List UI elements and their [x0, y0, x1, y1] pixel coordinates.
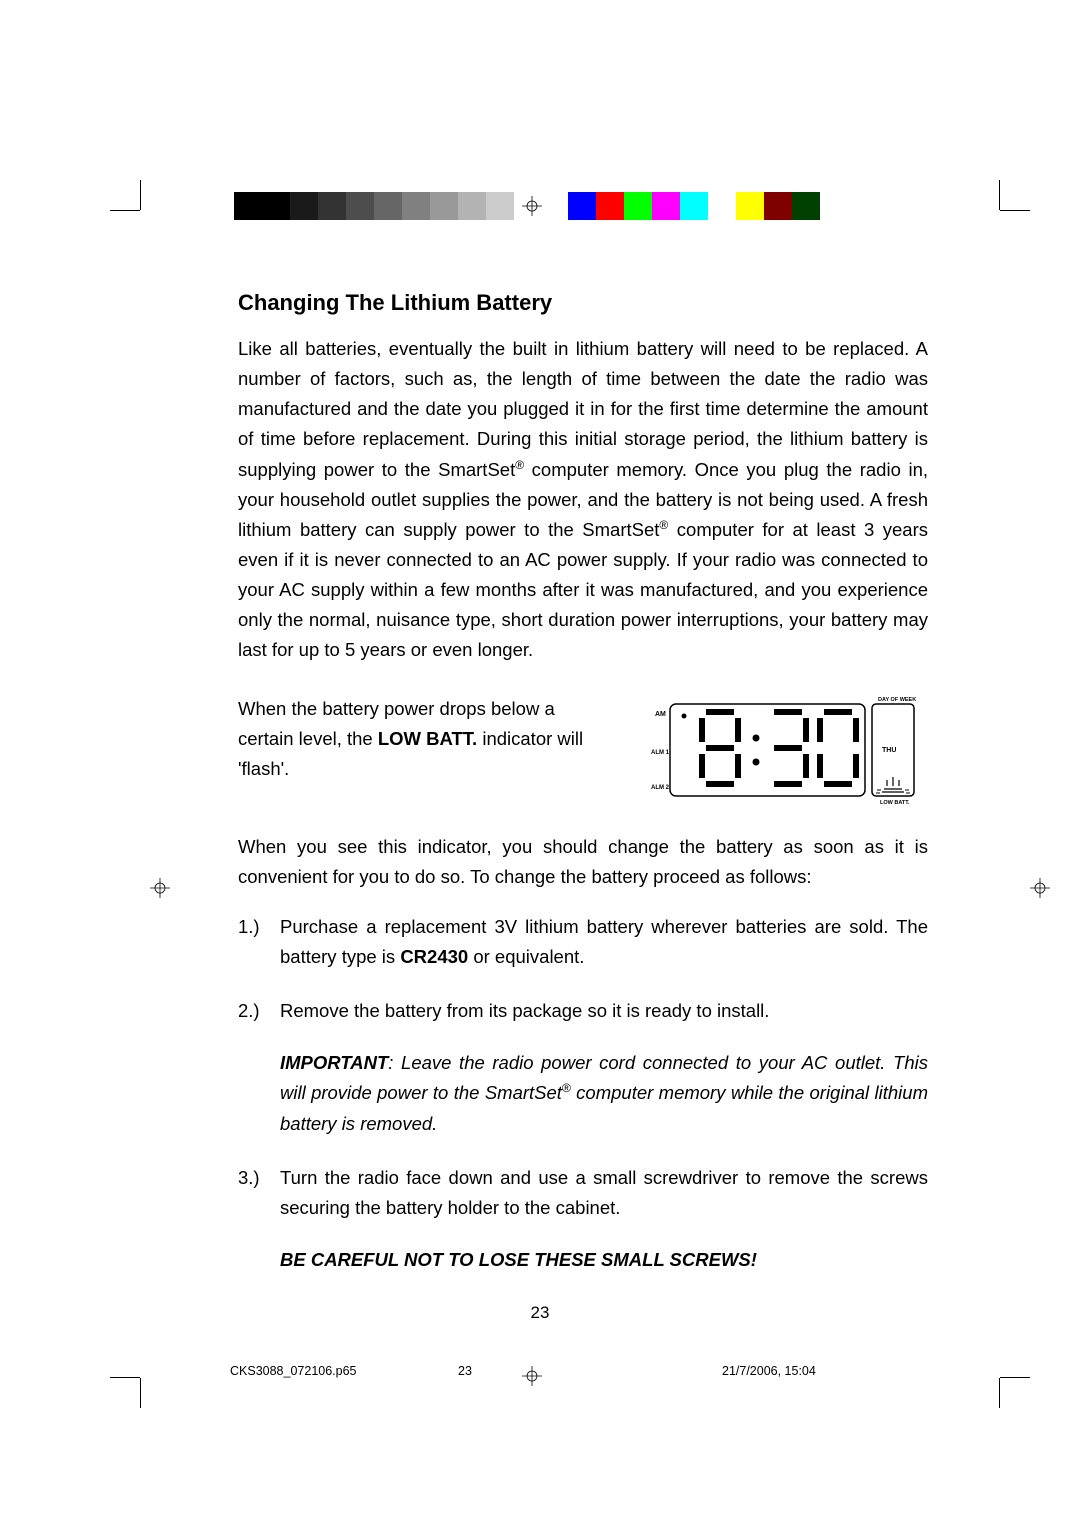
- low-batt-icon: [876, 777, 910, 793]
- registration-mark-icon: [150, 878, 170, 898]
- list-number: 1.): [238, 912, 280, 972]
- list-item: 3.) Turn the radio face down and use a s…: [238, 1163, 928, 1275]
- am-label: AM: [655, 711, 666, 718]
- low-batt-label: LOW BATT.: [378, 728, 477, 749]
- dow-value: THU: [882, 747, 896, 754]
- text: Remove the battery from its package so i…: [280, 996, 928, 1026]
- lcd-illustration: AM ALM 1 ALM 2: [630, 694, 928, 804]
- section-title: Changing The Lithium Battery: [238, 290, 928, 316]
- important-note: IMPORTANT: Leave the radio power cord co…: [280, 1048, 928, 1138]
- ordered-list: 1.) Purchase a replacement 3V lithium ba…: [238, 912, 928, 1275]
- text: or equivalent.: [468, 946, 584, 967]
- document-content: Changing The Lithium Battery Like all ba…: [238, 290, 928, 1299]
- registration-mark-icon: [1030, 878, 1050, 898]
- list-text: Turn the radio face down and use a small…: [280, 1163, 928, 1275]
- alm2-label: ALM 2: [651, 785, 670, 791]
- paragraph: When the battery power drops below a cer…: [238, 694, 612, 784]
- crop-mark: [960, 1338, 1000, 1378]
- text: Turn the radio face down and use a small…: [280, 1163, 928, 1223]
- page: Changing The Lithium Battery Like all ba…: [0, 0, 1080, 1528]
- footer: CKS3088_072106.p65 23 21/7/2006, 15:04: [230, 1364, 920, 1378]
- footer-page: 23: [458, 1364, 472, 1378]
- crop-mark: [140, 1338, 180, 1378]
- footer-filename: CKS3088_072106.p65: [230, 1364, 357, 1378]
- registration-mark-icon: [522, 196, 542, 216]
- page-number: 23: [0, 1303, 1080, 1323]
- low-batt-text: LOW BATT.: [880, 800, 910, 806]
- text: computer for at least 3 years even if it…: [238, 519, 928, 661]
- paragraph: Like all batteries, eventually the built…: [238, 334, 928, 666]
- registered-mark: ®: [515, 457, 524, 471]
- crop-mark: [960, 210, 1000, 250]
- list-text: Remove the battery from its package so i…: [280, 996, 928, 1139]
- warning-text: BE CAREFUL NOT TO LOSE THESE SMALL SCREW…: [280, 1245, 928, 1275]
- text: Purchase a replacement 3V lithium batter…: [280, 916, 928, 967]
- registered-mark: ®: [659, 518, 668, 532]
- battery-type: CR2430: [400, 946, 468, 967]
- list-number: 2.): [238, 996, 280, 1139]
- registered-mark: ®: [562, 1081, 571, 1095]
- list-number: 3.): [238, 1163, 280, 1275]
- paragraph: When you see this indicator, you should …: [238, 832, 928, 892]
- indicator-row: When the battery power drops below a cer…: [238, 694, 928, 804]
- important-lead: IMPORTANT: [280, 1052, 388, 1073]
- list-item: 2.) Remove the battery from its package …: [238, 996, 928, 1139]
- list-text: Purchase a replacement 3V lithium batter…: [280, 912, 928, 972]
- grayscale-calibration-bar: [234, 192, 514, 220]
- dow-heading: DAY OF WEEK: [878, 697, 916, 703]
- footer-timestamp: 21/7/2006, 15:04: [722, 1364, 816, 1378]
- color-calibration-bar: [568, 192, 820, 220]
- alm1-label: ALM 1: [651, 750, 670, 756]
- crop-mark: [140, 210, 180, 250]
- list-item: 1.) Purchase a replacement 3V lithium ba…: [238, 912, 928, 972]
